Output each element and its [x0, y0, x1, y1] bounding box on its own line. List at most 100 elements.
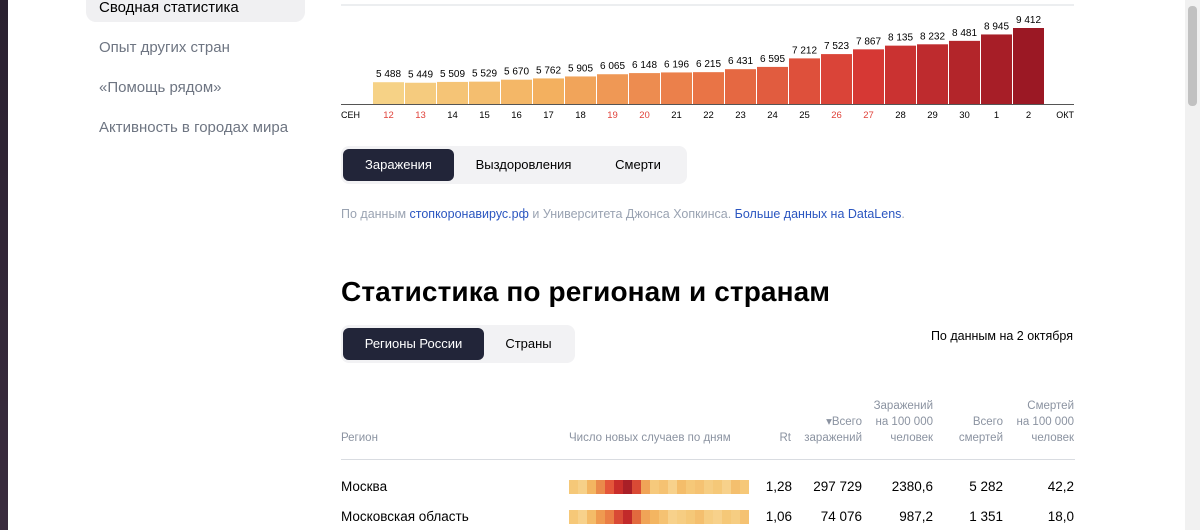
heatstrip-cell: [686, 480, 695, 494]
data-source-note: По данным стопкоронавирус.рф и Университ…: [341, 207, 905, 221]
chart-bar[interactable]: [437, 81, 468, 104]
chart-bar[interactable]: [629, 73, 660, 104]
chart-tick-label: 23: [735, 110, 746, 121]
heatstrip-cell: [713, 510, 722, 524]
chart-bar[interactable]: [565, 76, 596, 104]
chart-bar[interactable]: [917, 44, 948, 104]
chart-bar[interactable]: [405, 82, 436, 104]
chart-bar[interactable]: [981, 34, 1012, 105]
chart-data-label: 5 488: [376, 69, 401, 80]
chart-bar[interactable]: [501, 79, 532, 104]
chart-data-label: 9 412: [1016, 15, 1041, 26]
chart-tick-label: 17: [543, 110, 554, 121]
tab-infections[interactable]: Заражения: [343, 149, 454, 181]
data-date: По данным на 2 октября: [930, 329, 1073, 343]
heatstrip-cell: [641, 480, 650, 494]
chart-data-label: 8 481: [952, 28, 977, 39]
chart-data-label: 6 196: [664, 59, 689, 70]
heatstrip-cell: [569, 480, 578, 494]
heatstrip-cell: [650, 480, 659, 494]
chart-month-label: СЕН: [341, 110, 360, 120]
chart-bar[interactable]: [853, 49, 884, 104]
row-total-cases: 297 729: [813, 479, 862, 494]
header-cases-per-100k[interactable]: Заражений на 100 000 человек: [873, 400, 933, 444]
heatstrip-cell: [578, 510, 587, 524]
chart-tick-label: 30: [959, 110, 970, 121]
heatstrip-cell: [722, 510, 731, 524]
heatstrip-cell: [704, 510, 713, 524]
chart-bar[interactable]: [821, 54, 852, 104]
tab-deaths[interactable]: Смерти: [615, 157, 661, 172]
tab-countries[interactable]: Страны: [505, 336, 552, 351]
heatstrip-cell: [650, 510, 659, 524]
daily-cases-heatstrip: [569, 480, 749, 494]
region-tabs: Регионы России Страны: [341, 325, 575, 363]
row-total-deaths: 1 351: [969, 509, 1003, 524]
heatstrip-cell: [623, 480, 632, 494]
heatstrip-cell: [659, 480, 668, 494]
stopcoronavirus-link[interactable]: стопкоронавирус.рф: [409, 207, 529, 221]
chart-bar[interactable]: [885, 45, 916, 104]
chart-data-label: 5 509: [440, 69, 465, 80]
heatstrip-cell: [695, 480, 704, 494]
heatstrip-cell: [587, 480, 596, 494]
sidebar-item-summary[interactable]: Сводная статистика: [86, 0, 305, 22]
row-deaths-per-100k: 18,0: [1047, 509, 1074, 524]
heatstrip-cell: [569, 510, 578, 524]
chart-data-label: 7 523: [824, 41, 849, 52]
chart-bar[interactable]: [1013, 28, 1044, 104]
source-suffix: .: [901, 207, 905, 221]
header-daily-cases: Число новых случаев по дням: [569, 432, 731, 444]
chart-data-label: 6 431: [728, 56, 753, 67]
chart-data-label: 5 529: [472, 69, 497, 80]
header-deaths-per-100k[interactable]: Смертей на 100 000 человек: [1016, 400, 1074, 444]
chart-data-label: 6 595: [760, 54, 785, 65]
heatstrip-cell: [668, 510, 677, 524]
heatstrip-cell: [632, 510, 641, 524]
chart-data-label: 5 449: [408, 70, 433, 81]
page-scrollbar[interactable]: [1185, 0, 1200, 530]
datalens-link[interactable]: Больше данных на DataLens: [734, 207, 902, 221]
chart-tick-label: 15: [479, 110, 490, 121]
chart-bar[interactable]: [373, 82, 404, 104]
sidebar-item-other-countries[interactable]: Опыт других стран: [99, 39, 230, 56]
header-region[interactable]: Регион: [341, 432, 378, 444]
chart-bar[interactable]: [469, 81, 500, 104]
sidebar-item-city-activity[interactable]: Активность в городах мира: [99, 119, 289, 136]
row-region-name[interactable]: Москва: [341, 479, 388, 494]
row-region-name[interactable]: Московская область: [341, 509, 469, 524]
chart-bar[interactable]: [597, 74, 628, 104]
chart-tick-label: 19: [607, 110, 618, 121]
chart-tick-label: 26: [831, 110, 842, 121]
heatstrip-cell: [641, 510, 650, 524]
chart-bar[interactable]: [693, 72, 724, 104]
header-total-cases[interactable]: ▾Всего заражений: [804, 416, 862, 444]
sidebar-item-help-nearby[interactable]: «Помощь рядом»: [99, 79, 222, 96]
heatstrip-cell: [731, 510, 740, 524]
tab-russia-regions[interactable]: Регионы России: [343, 328, 484, 360]
heatstrip-cell: [686, 510, 695, 524]
scrollbar-thumb[interactable]: [1188, 6, 1197, 106]
source-prefix: По данным: [341, 207, 410, 221]
source-middle: и Университета Джонса Хопкинса.: [528, 207, 735, 221]
heatstrip-cell: [596, 480, 605, 494]
header-rt[interactable]: Rt: [779, 432, 792, 444]
chart-tick-label: 25: [799, 110, 810, 121]
heatstrip-cell: [740, 480, 749, 494]
chart-bar[interactable]: [533, 78, 564, 104]
chart-bar[interactable]: [661, 72, 692, 104]
section-title: Статистика по регионам и странам: [341, 276, 831, 307]
table-header-divider: [341, 459, 1075, 460]
chart-data-label: 7 212: [792, 45, 817, 56]
heatstrip-cell: [731, 480, 740, 494]
chart-bar[interactable]: [949, 40, 980, 104]
tab-recoveries[interactable]: Выздоровления: [475, 157, 572, 172]
header-total-deaths[interactable]: Всего смертей: [958, 416, 1003, 444]
chart-bar[interactable]: [725, 69, 756, 104]
window-edge: [0, 0, 8, 530]
chart-tick-label: 27: [863, 110, 874, 121]
row-cases-per-100k: 2380,6: [891, 479, 933, 494]
chart-bar[interactable]: [757, 66, 788, 104]
chart-tick-label: 14: [447, 110, 458, 121]
chart-bar[interactable]: [789, 58, 820, 104]
